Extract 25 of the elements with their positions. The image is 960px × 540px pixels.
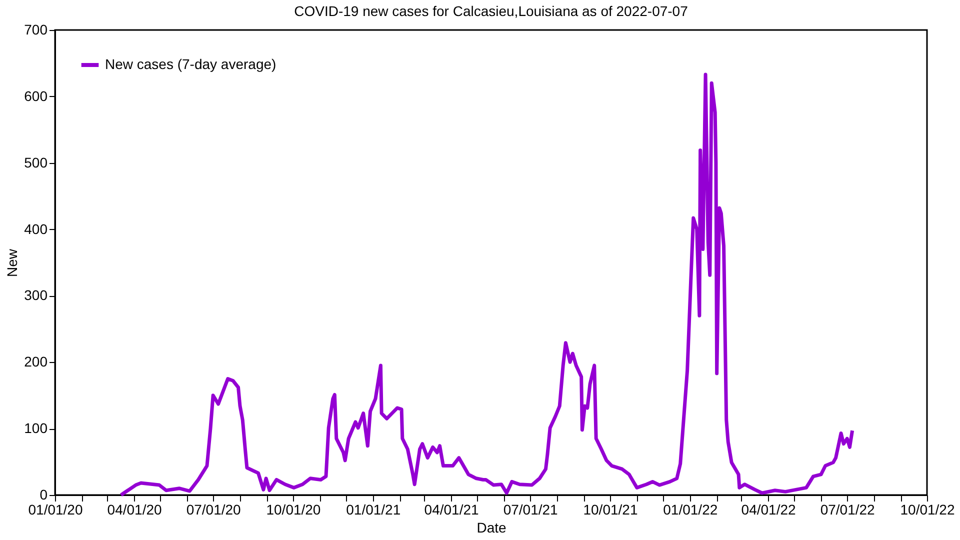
y-tick-label: 700 — [24, 22, 48, 38]
x-tick-label: 04/01/20 — [107, 502, 162, 518]
x-tick-label: 01/01/21 — [346, 502, 401, 518]
y-tick-label: 600 — [24, 88, 48, 104]
x-tick-label: 10/01/22 — [900, 502, 955, 518]
x-axis-title: Date — [476, 520, 506, 536]
x-tick-label: 07/01/22 — [820, 502, 876, 518]
x-tick-label: 04/01/21 — [424, 502, 480, 518]
x-tick-label: 07/01/20 — [186, 502, 242, 518]
y-axis-title: New — [4, 248, 20, 278]
y-tick-label: 500 — [24, 154, 48, 170]
legend-label: New cases (7-day average) — [105, 56, 276, 72]
y-tick-label: 0 — [40, 486, 48, 502]
chart-title: COVID-19 new cases for Calcasieu,Louisiana as of 2022-07-07 — [294, 3, 688, 19]
x-tick-label: 01/01/22 — [663, 502, 718, 518]
x-tick-label: 10/01/21 — [583, 502, 638, 518]
x-tick-label: 10/01/20 — [266, 502, 321, 518]
x-tick-label: 04/01/22 — [741, 502, 796, 518]
x-tick-label: 07/01/21 — [503, 502, 558, 518]
y-tick-label: 200 — [24, 354, 48, 370]
y-tick-label: 400 — [24, 220, 48, 237]
line-series — [119, 72, 854, 497]
y-tick-label: 100 — [24, 420, 48, 436]
y-tick-label: 300 — [24, 287, 48, 304]
x-tick-label: 01/01/20 — [28, 502, 83, 518]
